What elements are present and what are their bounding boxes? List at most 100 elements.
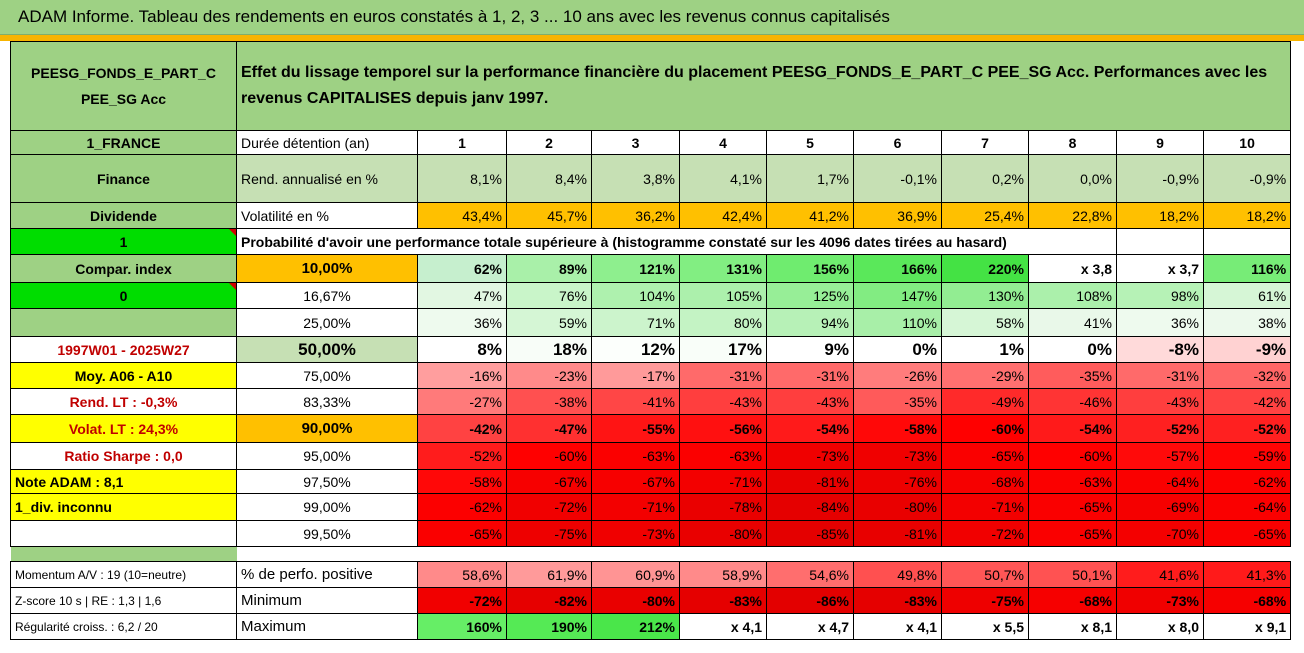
year-cell[interactable]: 4 [679, 130, 767, 155]
percentile-value[interactable]: 104% [591, 282, 680, 309]
percentile-value[interactable]: 220% [941, 254, 1029, 283]
percentile-value[interactable]: -57% [1116, 442, 1204, 470]
vol-value[interactable]: 25,4% [941, 202, 1029, 229]
percentile-value[interactable]: -43% [766, 388, 854, 415]
side-note[interactable]: Note ADAM : 8,1 [10, 469, 237, 494]
stats-value[interactable]: 60,9% [591, 561, 680, 588]
percentile-label[interactable]: 97,50% [236, 469, 418, 494]
percentile-value[interactable]: -73% [766, 442, 854, 470]
percentile-value[interactable]: -65% [417, 520, 507, 547]
percentile-value[interactable]: -54% [1028, 414, 1117, 443]
vol-label[interactable]: Volatilité en % [236, 202, 418, 229]
year-cell[interactable]: 5 [766, 130, 854, 155]
side-sharpe[interactable]: Ratio Sharpe : 0,0 [10, 442, 237, 470]
percentile-value[interactable]: -72% [506, 493, 592, 521]
percentile-value[interactable]: 9% [766, 336, 854, 363]
stats-value[interactable]: 212% [591, 613, 680, 640]
percentile-value[interactable]: 8% [417, 336, 507, 363]
stats-value[interactable]: -75% [941, 587, 1029, 614]
prob-label[interactable]: Probabilité d'avoir une performance tota… [236, 228, 1117, 255]
stats-value[interactable]: 160% [417, 613, 507, 640]
percentile-value[interactable]: 166% [853, 254, 942, 283]
vol-value[interactable]: 18,2% [1116, 202, 1204, 229]
fund-name-cell[interactable]: PEESG_FONDS_E_PART_C PEE_SG Acc [10, 41, 237, 131]
percentile-value[interactable]: -32% [1202, 362, 1292, 389]
percentile-label[interactable]: 99,00% [236, 493, 418, 521]
percentile-value[interactable]: 125% [766, 282, 854, 309]
percentile-value[interactable]: 76% [506, 282, 592, 309]
percentile-value[interactable]: 110% [853, 308, 942, 337]
vol-value[interactable]: 43,4% [417, 202, 507, 229]
stats-value[interactable]: 50,7% [941, 561, 1029, 588]
stats-value[interactable]: 41,3% [1202, 561, 1292, 588]
vol-value[interactable]: 36,2% [591, 202, 680, 229]
percentile-value[interactable]: -67% [506, 469, 592, 494]
stats-value[interactable]: 58,6% [417, 561, 507, 588]
rend-value[interactable]: 8,1% [417, 154, 507, 203]
side-volat-lt[interactable]: Volat. LT : 24,3% [10, 414, 237, 443]
side-empty[interactable] [10, 308, 237, 337]
percentile-value[interactable]: 71% [591, 308, 680, 337]
percentile-value[interactable]: -38% [506, 388, 592, 415]
percentile-value[interactable]: -63% [679, 442, 767, 470]
percentile-value[interactable]: -59% [1202, 442, 1292, 470]
percentile-value[interactable]: 61% [1202, 282, 1292, 309]
percentile-value[interactable]: -71% [679, 469, 767, 494]
side-momentum[interactable]: Momentum A/V : 19 (10=neutre) [10, 561, 237, 588]
percentile-value[interactable]: -35% [853, 388, 942, 415]
vol-value[interactable]: 18,2% [1202, 202, 1292, 229]
side-moy[interactable]: Moy. A06 - A10 [10, 362, 237, 389]
percentile-value[interactable]: 98% [1116, 282, 1204, 309]
side-regularite[interactable]: Régularité croiss. : 6,2 / 20 [10, 613, 237, 640]
rend-value[interactable]: 0,2% [941, 154, 1029, 203]
percentile-value[interactable]: -71% [941, 493, 1029, 521]
percentile-value[interactable]: -31% [679, 362, 767, 389]
percentile-label[interactable]: 90,00% [236, 414, 418, 443]
percentile-value[interactable]: -60% [506, 442, 592, 470]
side-zscore[interactable]: Z-score 10 s | RE : 1,3 | 1,6 [10, 587, 237, 614]
percentile-value[interactable]: -65% [1202, 520, 1292, 547]
year-cell[interactable]: 8 [1028, 130, 1117, 155]
percentile-value[interactable]: -65% [941, 442, 1029, 470]
percentile-value[interactable]: -52% [417, 442, 507, 470]
percentile-value[interactable]: -76% [853, 469, 942, 494]
rend-value[interactable]: -0,9% [1202, 154, 1292, 203]
rend-value[interactable]: 8,4% [506, 154, 592, 203]
percentile-label[interactable]: 95,00% [236, 442, 418, 470]
vol-value[interactable]: 41,2% [766, 202, 854, 229]
stats-value[interactable]: 54,6% [766, 561, 854, 588]
side-empty[interactable] [10, 520, 237, 547]
side-div[interactable]: 1_div. inconnu [10, 493, 237, 521]
percentile-value[interactable]: -31% [766, 362, 854, 389]
stats-value[interactable]: 58,9% [679, 561, 767, 588]
stats-value[interactable]: 190% [506, 613, 592, 640]
stats-value[interactable]: 49,8% [853, 561, 942, 588]
rend-value[interactable]: -0,1% [853, 154, 942, 203]
fund-description[interactable]: Effet du lissage temporel sur la perform… [235, 41, 1292, 131]
percentile-value[interactable]: 47% [417, 282, 507, 309]
percentile-value[interactable]: -62% [1202, 469, 1292, 494]
percentile-value[interactable]: 36% [1116, 308, 1204, 337]
stats-value[interactable]: 41,6% [1116, 561, 1204, 588]
stats-label[interactable]: % de perfo. positive [236, 561, 418, 588]
percentile-value[interactable]: 0% [853, 336, 942, 363]
rend-value[interactable]: -0,9% [1116, 154, 1204, 203]
percentile-value[interactable]: -63% [591, 442, 680, 470]
percentile-value[interactable]: -73% [853, 442, 942, 470]
stats-label[interactable]: Maximum [236, 613, 418, 640]
stats-value[interactable]: x 4,7 [766, 613, 854, 640]
percentile-value[interactable]: -64% [1202, 493, 1292, 521]
country-cell[interactable]: 1_FRANCE [10, 130, 237, 155]
one-cell[interactable]: 1 [10, 228, 237, 255]
percentile-value[interactable]: -69% [1116, 493, 1204, 521]
percentile-value[interactable]: 80% [679, 308, 767, 337]
percentile-value[interactable]: 59% [506, 308, 592, 337]
percentile-value[interactable]: -16% [417, 362, 507, 389]
rend-value[interactable]: 3,8% [591, 154, 680, 203]
percentile-value[interactable]: -64% [1116, 469, 1204, 494]
vol-value[interactable]: 45,7% [506, 202, 592, 229]
rend-value[interactable]: 0,0% [1028, 154, 1117, 203]
year-cell[interactable]: 6 [853, 130, 942, 155]
stats-value[interactable]: 50,1% [1028, 561, 1117, 588]
percentile-value[interactable]: -80% [679, 520, 767, 547]
